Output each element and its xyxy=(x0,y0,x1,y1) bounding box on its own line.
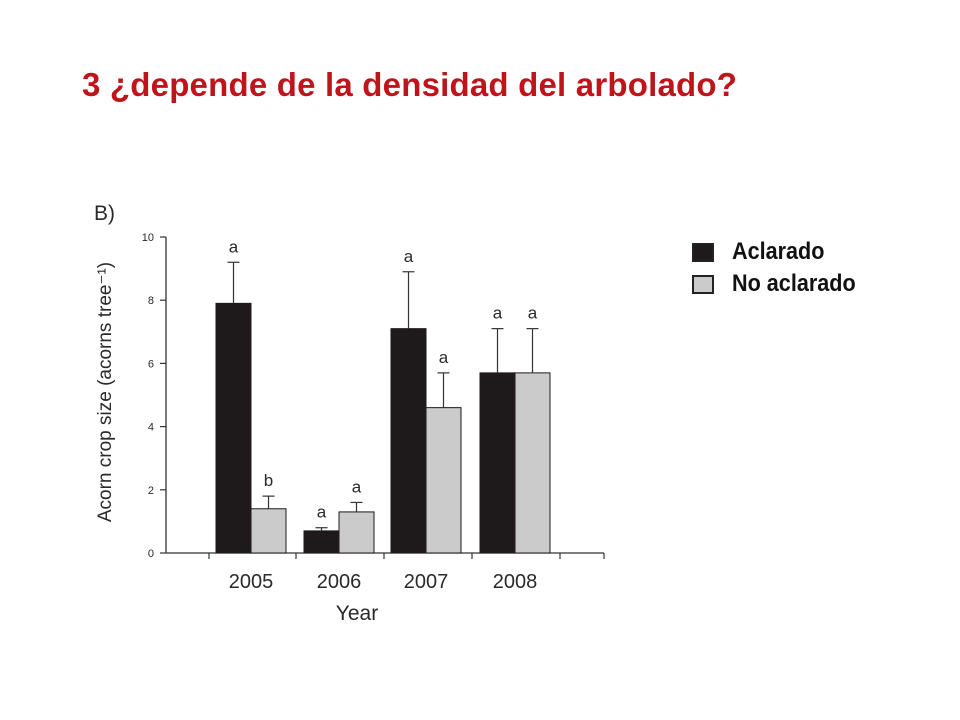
panel-label: B) xyxy=(94,202,115,225)
y-tick-label: 2 xyxy=(148,485,154,497)
chart-labels: 0 2 4 6 8 10 a b 2005 a a 2006 a a 2007 a a 2008 Year Acorn… xyxy=(94,202,538,625)
slide-title: 3 ¿depende de la densidad del arbolado? xyxy=(82,66,738,103)
x-axis-label: Year xyxy=(336,602,378,625)
significance-letter: a xyxy=(229,237,239,256)
bar-2005-no-aclarado xyxy=(250,508,287,554)
significance-letter: a xyxy=(352,477,362,496)
y-tick-label: 8 xyxy=(148,295,154,307)
x-tick-label: 2007 xyxy=(404,571,449,593)
y-tick-label: 4 xyxy=(148,422,154,434)
significance-letter: a xyxy=(317,503,327,522)
legend: Aclarado No aclarado xyxy=(692,236,869,300)
y-tick-label: 10 xyxy=(142,232,154,244)
x-tick-label: 2005 xyxy=(229,571,274,593)
significance-letter: a xyxy=(493,304,503,323)
legend-label-aclarado: Aclarado xyxy=(732,238,825,265)
y-tick-label: 6 xyxy=(148,358,154,370)
y-tick-label: 0 xyxy=(148,548,154,560)
x-tick-label: 2008 xyxy=(493,571,538,593)
bar-2005-aclarado xyxy=(215,302,252,554)
legend-swatch-no-aclarado xyxy=(692,274,714,294)
legend-label-no-aclarado: No aclarado xyxy=(732,270,856,297)
significance-letter: b xyxy=(264,471,273,490)
bar-2008-no-aclarado xyxy=(514,372,551,554)
bar-2007-aclarado xyxy=(390,328,427,554)
legend-swatch-aclarado xyxy=(692,242,714,262)
bar-2006-no-aclarado xyxy=(338,511,375,554)
legend-item-no-aclarado: No aclarado xyxy=(692,268,869,300)
bar-2008-aclarado xyxy=(479,372,516,554)
y-axis-label: Acorn crop size (acorns tree⁻¹) xyxy=(95,262,116,522)
bar-2007-no-aclarado xyxy=(425,407,462,554)
chart-bars xyxy=(215,261,551,554)
significance-letter: a xyxy=(404,247,414,266)
x-tick-label: 2006 xyxy=(317,571,362,593)
significance-letter: a xyxy=(528,304,538,323)
significance-letter: a xyxy=(439,348,449,367)
legend-item-aclarado: Aclarado xyxy=(692,236,869,268)
bar-2006-aclarado xyxy=(303,530,340,554)
